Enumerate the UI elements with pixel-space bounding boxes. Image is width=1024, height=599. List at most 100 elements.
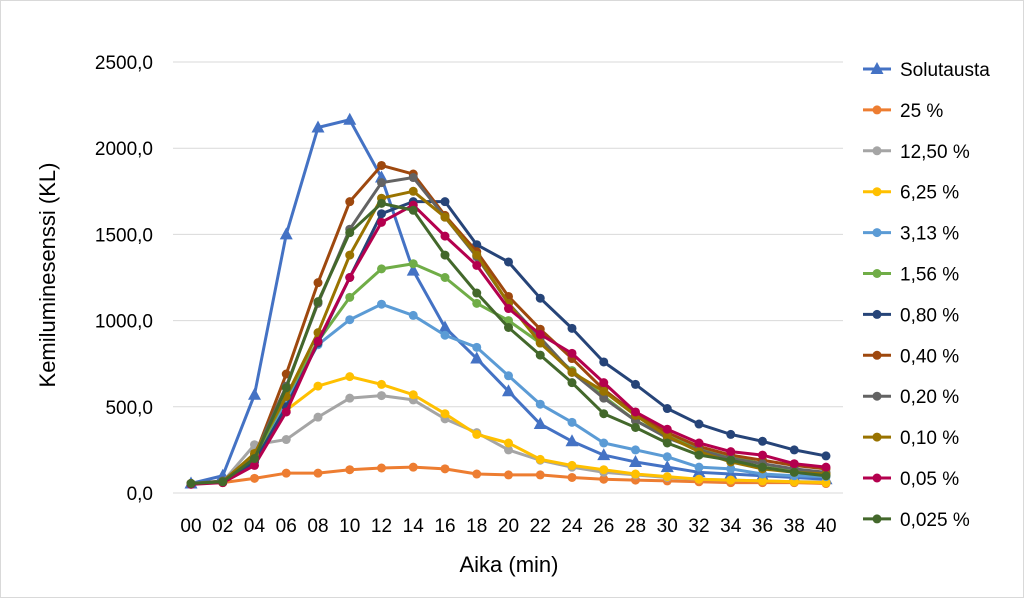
data-point (345, 250, 355, 260)
legend-item: 0,025 % (863, 510, 970, 531)
legend-label: 12,50 % (900, 142, 970, 163)
data-point (406, 263, 420, 276)
data-point (567, 460, 577, 470)
data-point (567, 323, 577, 333)
data-point (504, 470, 513, 480)
x-tick-label: 38 (784, 516, 805, 537)
legend-item: 6,25 % (863, 183, 959, 204)
data-point (440, 231, 450, 241)
data-point (281, 435, 291, 445)
data-point (408, 390, 418, 400)
data-point (758, 476, 767, 486)
legend-label: Solutausta (900, 60, 990, 81)
legend-label: 0,20 % (900, 387, 959, 408)
data-point (662, 424, 672, 434)
legend-marker (870, 62, 884, 74)
data-point (375, 170, 388, 183)
x-tick-label: 30 (657, 516, 678, 537)
x-tick-label: 10 (339, 516, 360, 537)
data-point (726, 429, 736, 439)
series-1 (186, 462, 831, 489)
data-point (535, 350, 545, 360)
data-point (758, 436, 767, 446)
data-point (345, 197, 355, 207)
data-point (377, 299, 386, 309)
legend-label: 0,80 % (900, 305, 959, 326)
legend-marker (872, 473, 882, 483)
legend-marker (872, 146, 882, 156)
data-point (440, 273, 450, 282)
data-point (535, 293, 545, 303)
y-tick-label: 1000,0 (95, 312, 153, 333)
legend-item: 0,20 % (863, 387, 959, 408)
legend-item: 0,05 % (863, 469, 959, 490)
data-point (472, 298, 482, 308)
series-0 (184, 112, 833, 489)
data-point (313, 381, 323, 391)
data-point (408, 186, 418, 196)
data-point (504, 438, 513, 448)
legend-item: 0,40 % (863, 346, 959, 367)
x-tick-label: 06 (276, 516, 297, 537)
data-point (377, 217, 386, 227)
x-tick-label: 08 (307, 516, 328, 537)
data-point (694, 450, 704, 460)
data-point (472, 469, 482, 479)
data-point (504, 257, 513, 267)
data-point (567, 472, 577, 482)
legend-marker (872, 432, 882, 442)
data-point (599, 386, 609, 396)
data-point (758, 462, 767, 472)
data-point (821, 451, 831, 461)
data-point (438, 320, 452, 333)
x-tick-label: 02 (212, 516, 233, 537)
legend-item: 3,13 % (863, 224, 959, 245)
data-point (565, 434, 579, 447)
data-point (789, 467, 799, 477)
data-point (311, 120, 325, 133)
data-point (660, 460, 674, 473)
legend-marker (872, 391, 882, 401)
legend-label: 6,25 % (900, 183, 959, 204)
data-point (313, 412, 323, 422)
data-point (567, 417, 577, 427)
x-tick-label: 24 (561, 516, 583, 537)
series-group (184, 112, 833, 489)
data-point (472, 342, 482, 352)
data-point (504, 371, 513, 381)
data-point (567, 367, 577, 377)
legend-label: 0,05 % (900, 469, 959, 490)
data-point (377, 178, 386, 188)
legend-marker (872, 350, 882, 360)
series-11 (186, 198, 831, 489)
x-tick-label: 26 (593, 516, 614, 537)
data-point (279, 227, 293, 240)
legend-label: 25 % (900, 101, 943, 122)
legend-marker (872, 105, 882, 115)
legend-item: 0,80 % (863, 305, 959, 326)
data-point (789, 445, 799, 455)
data-point (535, 338, 545, 348)
data-point (662, 452, 672, 462)
legend-label: 0,10 % (900, 428, 959, 449)
data-point (662, 431, 672, 441)
data-point (281, 383, 291, 393)
data-point (472, 260, 482, 270)
legend-marker (872, 269, 882, 278)
data-point (631, 379, 640, 389)
legend-item: 1,56 % (863, 265, 959, 286)
data-point (629, 454, 642, 467)
y-tick-label: 1500,0 (95, 225, 153, 246)
data-point (408, 462, 418, 472)
legend-marker (872, 309, 882, 319)
data-point (631, 469, 640, 479)
x-tick-label: 22 (530, 516, 551, 537)
legend-item: 12,50 % (863, 142, 970, 163)
legend-label: 0,40 % (900, 346, 959, 367)
data-point (345, 465, 355, 475)
data-point (250, 454, 259, 464)
data-point (504, 445, 513, 455)
data-point (377, 264, 386, 274)
data-point (599, 438, 609, 448)
